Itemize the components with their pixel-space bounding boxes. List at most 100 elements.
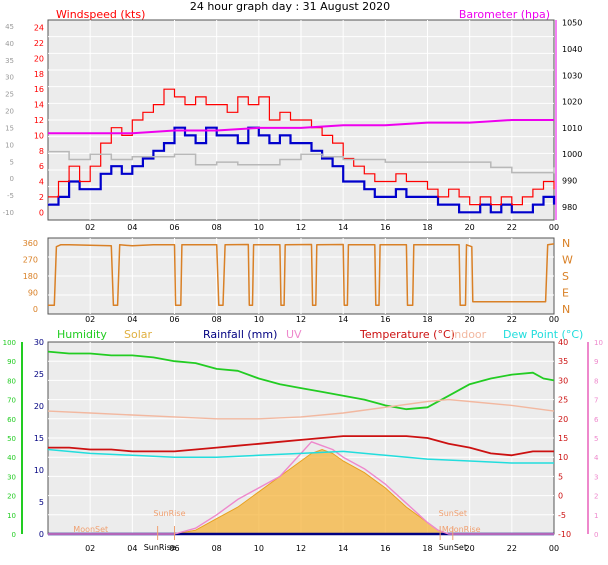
uv-tick: 4 [594,454,599,462]
legend-indoor: Indoor [451,328,487,341]
uv-tick: 3 [594,473,598,481]
wind-outer-tick: 40 [5,40,14,48]
temperature-c-line [48,435,554,457]
humidity-tick: 100 [3,339,16,347]
baro-tick: 990 [562,177,577,186]
legend-humidity: Humidity [57,328,107,341]
x-tick-label: 10 [254,223,264,232]
baro-tick: 1020 [562,98,582,107]
x-tick-label: 14 [338,315,348,324]
rain-tick: 5 [39,498,44,507]
wind-outer-tick: 35 [5,57,14,65]
temperature-tick: -10 [558,530,571,539]
x-tick-label: 16 [380,223,390,232]
wind-right-label: Barometer (hpa) [459,8,550,21]
temperature-tick: 5 [558,472,563,481]
chart-marks: 024681012141618202224-10-505101520253035… [3,19,603,553]
direction-tick: 180 [23,272,38,281]
uv-tick: 0 [594,531,598,539]
rain-tick: 25 [34,370,44,379]
wind-outer-tick: 0 [10,175,14,183]
x-tick-label: 18 [422,223,432,232]
x-tick-label: 08 [212,544,222,553]
x-tick-label: 06 [169,315,179,324]
legend-dew-point: Dew Point (°C) [503,328,583,341]
x-tick-label: 14 [338,544,348,553]
wind-left-tick: 10 [34,131,44,140]
x-tick-label: 00 [549,223,559,232]
temperature-tick: 10 [558,453,568,462]
x-tick-label: 12 [296,223,306,232]
x-tick-label: 20 [465,315,475,324]
wind-left-tick: 18 [34,70,44,79]
uv-tick: 1 [594,512,598,520]
x-tick-label: 08 [212,315,222,324]
temperature-tick: 30 [558,376,568,385]
humidity-tick: 40 [7,454,16,462]
sun-moon-label: MoonSet [73,525,108,534]
wind-left-tick: 6 [39,162,44,171]
wind-left-tick: 12 [34,116,44,125]
x-tick-label: 04 [127,315,137,324]
wind-left-tick: 14 [34,101,44,110]
wind-outer-tick: -10 [3,209,14,217]
uv-tick: 5 [594,435,598,443]
baro-tick: 1030 [562,71,582,80]
sun-moon-label: SunRise [144,543,176,552]
legend-uv: UV [286,328,302,341]
wind-left-tick: 4 [39,178,44,187]
humidity-line [47,350,555,411]
humidity-tick: 50 [7,435,16,443]
uv-line [48,441,554,535]
rain-tick: 30 [34,338,44,347]
compass-tick: W [562,254,573,267]
wind-left-tick: 22 [34,39,44,48]
rain-tick: 10 [34,466,44,475]
weather-legend: Humidity Solar Rainfall (mm) UV Temperat… [57,328,583,341]
humidity-tick: 30 [7,473,16,481]
x-tick-label: 18 [422,544,432,553]
dew-point-c-line [47,448,554,464]
x-tick-label: 00 [549,315,559,324]
uv-tick: 8 [594,377,598,385]
humidity-tick: 90 [7,358,16,366]
humidity-tick: 70 [7,397,16,405]
x-tick-label: 04 [127,223,137,232]
temperature-tick: -5 [558,511,566,520]
wind-left-tick: 2 [39,193,44,202]
humidity-tick: 10 [7,512,16,520]
wind-outer-tick: 30 [5,74,14,82]
baro-tick: 1010 [562,124,582,133]
temperature-tick: 20 [558,415,568,424]
x-tick-label: 18 [422,315,432,324]
direction-tick: 270 [23,256,38,265]
uv-tick: 9 [594,358,598,366]
compass-tick: N [562,237,570,250]
humidity-tick: 20 [7,493,16,501]
x-tick-label: 12 [296,315,306,324]
uv-tick: 10 [594,339,603,347]
x-tick-label: 02 [85,223,95,232]
x-tick-label: 10 [254,544,264,553]
uv-tick: 7 [594,397,598,405]
baro-tick: 1000 [562,150,582,159]
rain-tick: 20 [34,402,44,411]
wind-outer-tick: 45 [5,23,14,31]
x-tick-label: 00 [549,544,559,553]
temperature-tick: 40 [558,338,568,347]
temperature-tick: 25 [558,396,568,405]
x-tick-label: 20 [465,544,475,553]
x-tick-label: 16 [380,315,390,324]
legend-solar: Solar [124,328,153,341]
sun-moon-label: MoonRise [442,525,481,534]
compass-tick: S [562,270,569,283]
direction-tick: 360 [23,239,38,248]
sun-moon-label: SunSet [439,543,467,552]
x-tick-label: 12 [296,544,306,553]
wind-gust-line [48,88,555,206]
wind-outer-tick: -5 [7,192,14,200]
baro-tick: 980 [562,203,577,212]
x-tick-label: 16 [380,544,390,553]
wind-outer-tick: 10 [5,141,14,149]
